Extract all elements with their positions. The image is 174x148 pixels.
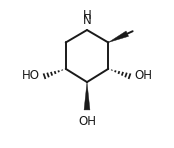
Text: H: H [83, 9, 91, 22]
Polygon shape [84, 82, 90, 110]
Text: OH: OH [134, 69, 152, 82]
Text: N: N [83, 14, 91, 27]
Text: OH: OH [78, 115, 96, 128]
Text: HO: HO [22, 69, 40, 82]
Polygon shape [108, 31, 129, 42]
